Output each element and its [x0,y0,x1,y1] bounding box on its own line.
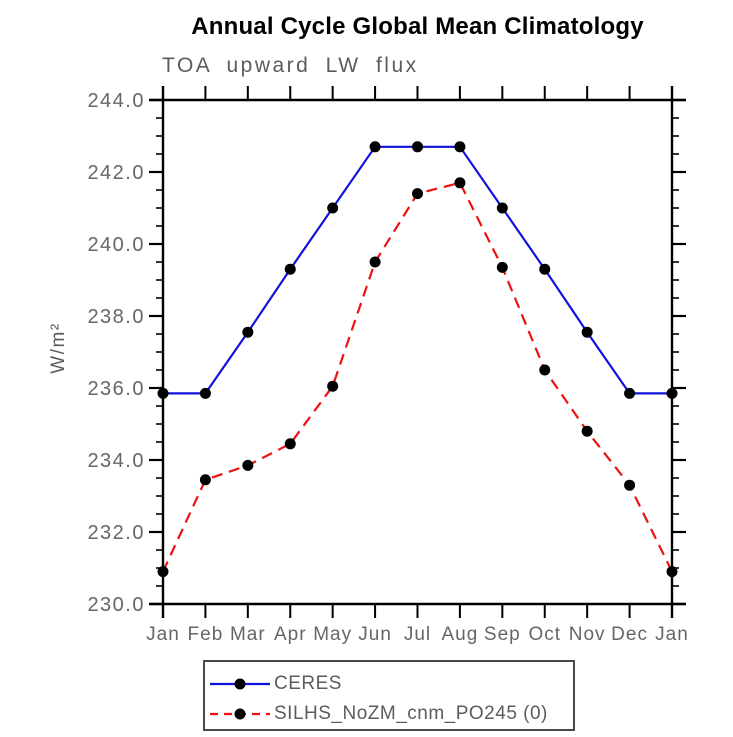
data-point-marker [157,387,169,399]
data-point-marker [242,459,254,471]
data-point-marker [284,263,296,275]
x-tick-label: Nov [569,624,606,645]
x-tick-label: Jul [404,624,431,645]
y-tick-label: 242.0 [87,162,145,184]
ceres-line-swatch [210,678,270,690]
data-point-marker [581,425,593,437]
data-point-marker [666,566,678,578]
y-tick-label: 244.0 [87,90,145,112]
x-tick-label: May [313,624,352,645]
data-point-marker [539,364,551,376]
legend-entry-ceres: CERES [209,669,342,699]
data-point-marker [327,202,339,214]
data-point-marker [539,263,551,275]
y-tick-label: 232.0 [87,522,145,544]
chart-title: Annual Cycle Global Mean Climatology [191,13,644,40]
x-tick-label: Feb [188,624,224,645]
legend-entry-silhs: SILHS_NoZM_cnm_PO245 (0) [209,699,548,729]
data-point-marker [454,141,466,153]
data-point-marker [496,261,508,273]
y-tick-label: 240.0 [87,234,145,256]
data-point-marker [624,387,636,399]
data-point-marker [454,177,466,189]
x-tick-label: Dec [611,624,648,645]
chart-subtitle: TOA upward LW flux [162,54,419,77]
data-point-marker [199,474,211,486]
x-tick-label: Aug [442,624,479,645]
data-point-marker [369,256,381,268]
data-point-marker [412,188,423,200]
y-tick-label: 234.0 [87,450,145,472]
x-tick-label: Oct [528,624,561,645]
y-tick-label: 236.0 [87,378,145,400]
legend-box: CERES SILHS_NoZM_cnm_PO245 (0) [203,660,575,731]
data-point-marker [242,326,254,338]
legend-label-ceres: CERES [274,673,342,694]
data-point-marker [199,387,211,399]
data-point-marker [369,141,381,153]
data-point-marker [581,326,593,338]
marker-dot-icon [234,678,246,690]
silhs-line-swatch [210,708,270,720]
y-tick-label: 230.0 [87,594,145,616]
data-point-marker [327,380,339,392]
marker-dot-icon [234,708,246,720]
x-tick-label: Jun [358,624,392,645]
x-tick-label: Jan [655,624,689,645]
x-tick-label: Mar [230,624,266,645]
x-tick-label: Sep [484,624,521,645]
legend-label-silhs: SILHS_NoZM_cnm_PO245 (0) [274,703,548,724]
silhs-line [162,181,673,573]
data-point-marker [412,141,423,153]
data-point-marker [284,438,296,450]
data-point-marker [496,202,508,214]
x-tick-label: Jan [146,624,180,645]
y-tick-label: 238.0 [87,306,145,328]
x-tick-label: Apr [274,624,307,645]
data-point-marker [157,566,169,578]
data-point-marker [624,479,636,491]
ceres-line [163,145,672,395]
data-point-marker [666,387,678,399]
